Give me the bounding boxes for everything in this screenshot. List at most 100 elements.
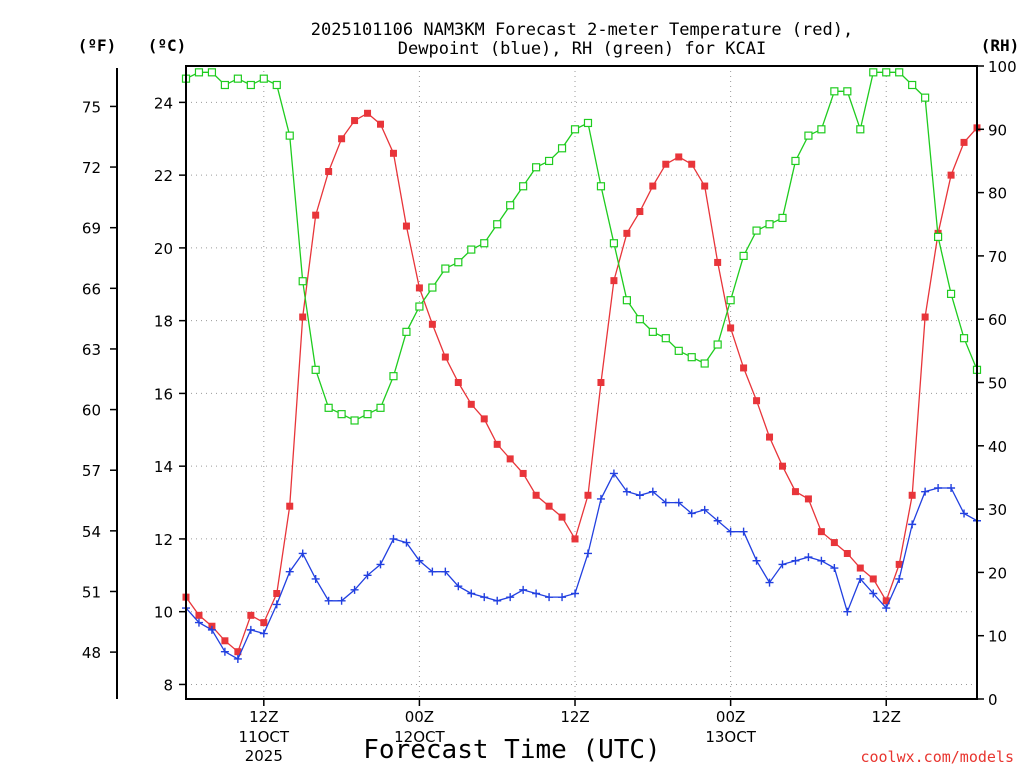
dewpoint-point xyxy=(298,549,307,558)
rh-axis-tick-label: 60 xyxy=(988,311,1007,329)
dewpoint-point xyxy=(830,564,839,573)
c-axis-tick-label: 12 xyxy=(154,531,173,549)
temperature-point xyxy=(519,469,527,477)
rh-point xyxy=(661,334,670,343)
temperature-point xyxy=(389,149,397,157)
temperature-point xyxy=(908,491,916,499)
rh-point xyxy=(428,283,437,292)
x-axis-title: Forecast Time (UTC) xyxy=(363,735,660,765)
dewpoint-point xyxy=(194,618,203,627)
temperature-point xyxy=(791,488,799,496)
x-axis-tick-label: 12Z xyxy=(872,708,901,726)
rh-axis-tick-label: 30 xyxy=(988,501,1007,519)
temperature-point xyxy=(402,222,410,230)
temperature-point xyxy=(856,564,864,572)
rh-point xyxy=(895,68,904,77)
rh-point xyxy=(933,232,943,242)
dewpoint-point xyxy=(700,505,709,514)
dewpoint-point xyxy=(402,538,411,547)
c-axis-tick-label: 20 xyxy=(154,240,173,258)
rh-point xyxy=(869,68,878,77)
dewpoint-point xyxy=(519,585,528,594)
rh-point xyxy=(921,93,930,102)
temperature-point xyxy=(947,171,955,179)
dewpoint-point xyxy=(856,574,865,583)
temperature-point xyxy=(325,168,333,175)
rh-point xyxy=(726,296,735,305)
rh-point xyxy=(246,80,255,90)
dewpoint-point xyxy=(791,556,800,565)
dewpoint-point xyxy=(882,604,891,613)
c-axis-tick-label: 24 xyxy=(154,94,173,112)
dewpoint-point xyxy=(454,582,463,591)
dewpoint-point xyxy=(571,589,580,598)
temperature-point xyxy=(273,590,281,597)
temperature-point xyxy=(247,611,255,619)
dewpoint-point xyxy=(765,578,774,587)
temperature-point xyxy=(415,284,423,292)
x-axis-year-label: 2025 xyxy=(245,747,283,765)
temperature-point xyxy=(571,535,579,543)
rh-point xyxy=(285,131,294,140)
dewpoint-point xyxy=(363,571,372,580)
c-axis-tick-label: 18 xyxy=(154,313,173,331)
rh-axis-tick-label: 70 xyxy=(988,248,1007,266)
temperature-point xyxy=(895,560,903,568)
rh-point xyxy=(739,251,748,260)
rh-point xyxy=(324,403,333,412)
rh-point xyxy=(454,258,463,267)
rh-point xyxy=(700,359,709,368)
rh-line xyxy=(185,71,978,422)
rh-point xyxy=(376,403,385,412)
dewpoint-point xyxy=(285,567,294,576)
rh-point xyxy=(622,296,631,305)
temperature-point xyxy=(830,539,838,547)
rh-point xyxy=(480,239,489,248)
rh-point xyxy=(830,87,839,96)
rh-point xyxy=(220,80,230,90)
dewpoint-point xyxy=(713,516,722,525)
temperature-point xyxy=(234,648,242,656)
dewpoint-point xyxy=(674,498,683,507)
dewpoint-point xyxy=(272,600,281,609)
temperature-point xyxy=(364,109,372,117)
dewpoint-series xyxy=(182,469,981,663)
temperature-point xyxy=(675,153,683,161)
rh-point xyxy=(908,80,917,90)
rh-point xyxy=(519,182,528,191)
temperature-point xyxy=(428,320,436,328)
x-axis-date-label: 11OCT xyxy=(239,728,290,746)
dewpoint-point xyxy=(843,607,852,616)
dewpoint-point xyxy=(804,553,813,562)
rh-point xyxy=(233,74,242,83)
dewpoint-point xyxy=(596,494,605,503)
dewpoint-point xyxy=(337,596,346,605)
dewpoint-point xyxy=(817,556,826,565)
dewpoint-point xyxy=(532,589,541,598)
rh-point xyxy=(596,182,606,191)
f-axis-tick-label: 63 xyxy=(82,341,101,359)
temperature-point xyxy=(727,324,735,332)
temperature-point xyxy=(454,379,462,386)
temperature-point xyxy=(597,379,605,386)
dewpoint-point xyxy=(259,629,268,638)
dewpoint-point xyxy=(324,596,333,605)
rh-point xyxy=(557,144,567,153)
dewpoint-point xyxy=(726,527,735,536)
f-axis-tick-label: 69 xyxy=(82,220,101,238)
temperature-point xyxy=(467,400,475,408)
rh-point xyxy=(843,87,852,96)
rh-point xyxy=(311,365,320,374)
rh-axis-tick-label: 10 xyxy=(988,628,1007,646)
temperature-point xyxy=(688,160,696,168)
temperature-point xyxy=(778,462,786,470)
rh-axis-tick-label: 100 xyxy=(988,58,1017,76)
rh-axis-tick-label: 50 xyxy=(988,375,1007,393)
dewpoint-point xyxy=(376,560,385,569)
f-axis-tick-label: 48 xyxy=(82,644,101,662)
temperature-point xyxy=(299,313,307,321)
temperature-point xyxy=(532,491,540,499)
rh-point xyxy=(272,80,281,90)
